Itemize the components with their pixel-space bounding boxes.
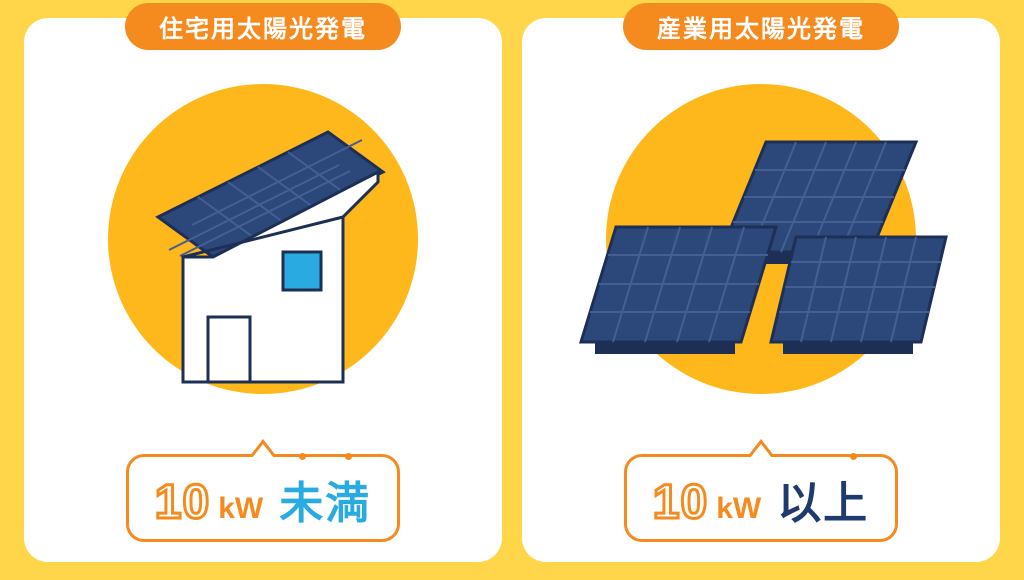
callout-industrial: 10 kW 以上 (624, 454, 898, 542)
scene-industrial (522, 64, 1000, 454)
value-suffix: 以上 (777, 467, 869, 531)
emphasis-dots (777, 453, 869, 460)
value-unit: kW (716, 492, 761, 526)
callout-residential: 10 kW 未満 (126, 454, 400, 542)
value-suffix: 未満 (279, 467, 371, 531)
badge-residential: 住宅用太陽光発電 (125, 3, 401, 50)
value-number: 10 (155, 475, 210, 530)
card-residential: 住宅用太陽光発電 (24, 18, 502, 562)
emphasis-dots (279, 453, 371, 460)
solar-farm-icon (571, 122, 951, 397)
badge-industrial: 産業用太陽光発電 (623, 3, 899, 50)
card-industrial: 産業用太陽光発電 (522, 18, 1000, 562)
house-icon (128, 122, 398, 397)
value-number: 10 (653, 475, 708, 530)
value-unit: kW (218, 492, 263, 526)
scene-residential (24, 64, 502, 454)
